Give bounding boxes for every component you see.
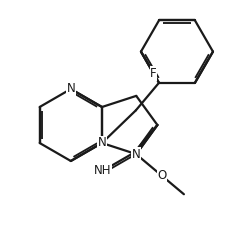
Text: N: N (66, 82, 75, 96)
Text: O: O (157, 169, 167, 182)
Text: F: F (150, 67, 157, 80)
Text: N: N (132, 148, 141, 160)
Text: NH: NH (94, 164, 112, 177)
Text: N: N (98, 136, 106, 149)
